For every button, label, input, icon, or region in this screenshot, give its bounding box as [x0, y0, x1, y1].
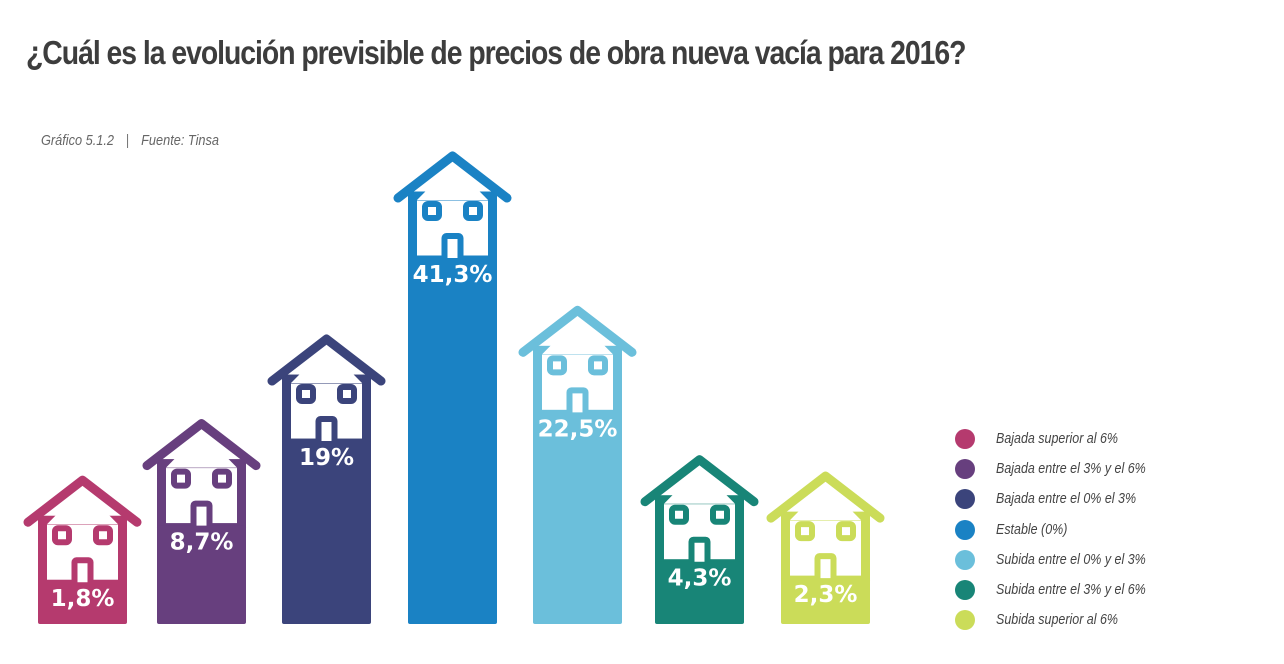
legend-label: Bajada entre el 3% y el 6% [996, 461, 1146, 478]
house-gable [291, 347, 362, 384]
data-label: 1,8% [51, 586, 115, 612]
source-label: Fuente: Tinsa [141, 132, 219, 149]
legend-item: Bajada superior al 6% [955, 424, 1170, 454]
data-label: 2,3% [794, 582, 858, 608]
house-bar: 8,7% [142, 419, 261, 624]
house-gable [790, 484, 861, 521]
legend-label: Subida entre el 0% y el 3% [996, 551, 1146, 568]
house-window [422, 201, 442, 221]
legend-item: Subida superior al 6% [955, 605, 1170, 635]
bar-fill [157, 525, 246, 624]
house-gable [417, 164, 488, 200]
house-bar: 41,3% [393, 151, 512, 624]
legend-item: Subida entre el 0% y el 3% [955, 545, 1170, 575]
house-gable [542, 318, 613, 355]
house-roof [518, 305, 637, 357]
house-window [52, 525, 72, 546]
house-window [463, 201, 483, 221]
legend-swatch [955, 519, 975, 540]
data-label: 19% [299, 445, 354, 471]
legend-swatch [955, 459, 975, 480]
legend-swatch [955, 549, 975, 570]
data-label: 4,3% [668, 566, 732, 592]
legend-item: Bajada entre el 3% y el 6% [955, 454, 1170, 484]
data-label: 8,7% [170, 530, 234, 556]
house-bar: 22,5% [518, 305, 637, 624]
house-roof [267, 334, 386, 386]
legend-item: Subida entre el 3% y el 6% [955, 575, 1170, 605]
bar-fill [282, 441, 371, 624]
chart-subtitle: Gráfico 5.1.2 | Fuente: Tinsa [41, 132, 219, 149]
house-roof [142, 419, 261, 471]
house-window [588, 355, 608, 376]
bar-fill [38, 582, 127, 624]
legend-label: Subida entre el 3% y el 6% [996, 582, 1146, 599]
legend-swatch [955, 489, 975, 510]
house-window [710, 504, 730, 525]
legend-label: Estable (0%) [996, 521, 1068, 538]
house-roof [23, 475, 142, 527]
house-bar: 1,8% [23, 475, 142, 624]
chart-legend: Bajada superior al 6% Bajada entre el 3%… [955, 424, 1170, 635]
house-window [337, 384, 357, 405]
subtitle-separator: | [125, 132, 130, 149]
bar-fill [533, 412, 622, 624]
legend-label: Bajada entre el 0% el 3% [996, 491, 1137, 508]
house-window [296, 384, 316, 405]
data-label: 41,3% [413, 262, 493, 288]
house-window [93, 525, 113, 546]
house-window [836, 521, 856, 542]
house-roof [766, 471, 885, 523]
house-window [171, 468, 191, 489]
legend-swatch [955, 610, 975, 631]
bar-fill [781, 578, 870, 624]
house-gable [47, 488, 118, 525]
legend-item: Estable (0%) [955, 515, 1170, 545]
legend-label: Subida superior al 6% [996, 612, 1119, 629]
house-gable [664, 467, 735, 504]
chart-title: ¿Cuál es la evolución previsible de prec… [26, 34, 966, 71]
house-window [669, 504, 689, 525]
legend-swatch [955, 580, 975, 601]
bar-fill [655, 561, 744, 624]
house-roof [640, 455, 759, 507]
bar-fill [408, 258, 497, 624]
house-window [795, 521, 815, 542]
house-window [547, 355, 567, 376]
house-bar: 2,3% [766, 471, 885, 624]
house-window [212, 468, 232, 489]
house-gable [166, 431, 237, 468]
figure-number: Gráfico 5.1.2 [41, 132, 115, 149]
data-label: 22,5% [538, 416, 618, 442]
legend-label: Bajada superior al 6% [996, 431, 1119, 448]
legend-swatch [955, 429, 975, 450]
legend-item: Bajada entre el 0% el 3% [955, 484, 1170, 514]
house-roof [393, 151, 512, 203]
house-bar: 19% [267, 334, 386, 624]
house-bar: 4,3% [640, 455, 759, 624]
